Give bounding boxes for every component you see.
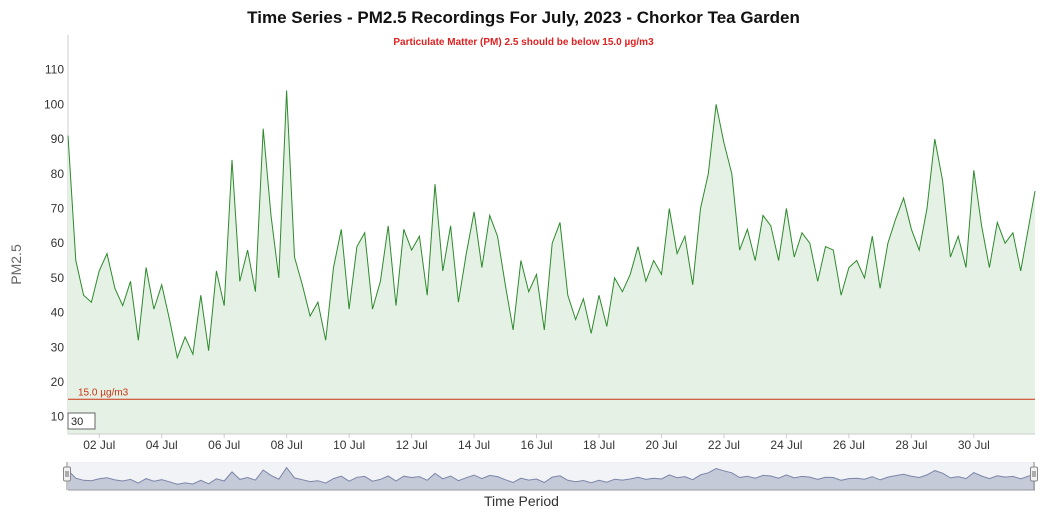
x-tick-label: 04 Jul (146, 438, 178, 452)
y-tick-label: 40 (51, 306, 65, 320)
x-tick-label: 20 Jul (645, 438, 677, 452)
y-tick-label: 30 (51, 340, 65, 354)
navigator-left-handle[interactable] (63, 462, 71, 490)
y-axis-ticks: 10 20 30 40 50 60 70 80 90 100 110 (44, 63, 64, 424)
x-tick-label: 12 Jul (396, 438, 428, 452)
chart-title: Time Series - PM2.5 Recordings For July,… (247, 8, 800, 27)
pm25-area-fill (68, 90, 1035, 434)
x-tick-label: 26 Jul (833, 438, 865, 452)
y-tick-label: 10 (51, 410, 65, 424)
x-tick-label: 16 Jul (521, 438, 553, 452)
x-tick-label: 18 Jul (583, 438, 615, 452)
x-tick-label: 06 Jul (208, 438, 240, 452)
x-tick-label: 08 Jul (271, 438, 303, 452)
x-axis-label: Time Period (484, 493, 559, 509)
y-tick-label: 100 (44, 97, 64, 111)
navigator-series-line (67, 466, 1036, 485)
y-tick-label: 90 (51, 132, 65, 146)
x-tick-label: 14 Jul (458, 438, 490, 452)
x-tick-label: 22 Jul (708, 438, 740, 452)
y-tick-label: 60 (51, 236, 65, 250)
navigator-handle-grip[interactable] (63, 466, 71, 482)
x-tick-label: 10 Jul (333, 438, 365, 452)
x-axis-ticks: 02 Jul 04 Jul 06 Jul 08 Jul 10 Jul 12 Jul 14 J… (83, 434, 990, 452)
y-tick-label: 80 (51, 167, 65, 181)
y-tick-label: 20 (51, 375, 65, 389)
y-tick-label: 70 (51, 201, 65, 215)
rolling-period-box[interactable] (67, 412, 96, 430)
x-tick-label: 30 Jul (958, 438, 990, 452)
plot-area: 15.0 µg/m3 10 20 30 40 50 60 70 80 90 100 110 02 J… (8, 35, 1036, 452)
y-tick-label: 50 (51, 271, 65, 285)
y-tick-label: 110 (45, 63, 64, 77)
y-axis-label: PM2.5 (8, 244, 24, 285)
rolling-period-input[interactable]: 30 (67, 412, 96, 430)
pm25-series-line (67, 90, 1036, 360)
x-tick-label: 28 Jul (895, 438, 927, 452)
navigator-right-handle[interactable] (1030, 462, 1038, 490)
chart-subtitle: Particulate Matter (PM) 2.5 should be be… (393, 37, 654, 48)
rolling-period-value[interactable]: 30 (71, 416, 83, 428)
navigator-series-area (68, 467, 1035, 490)
x-tick-label: 24 Jul (770, 438, 802, 452)
x-tick-label: 02 Jul (83, 438, 115, 452)
threshold-label: 15.0 µg/m3 (78, 387, 129, 398)
navigator-handle-grip[interactable] (1030, 466, 1038, 482)
navigator[interactable] (63, 462, 1038, 491)
